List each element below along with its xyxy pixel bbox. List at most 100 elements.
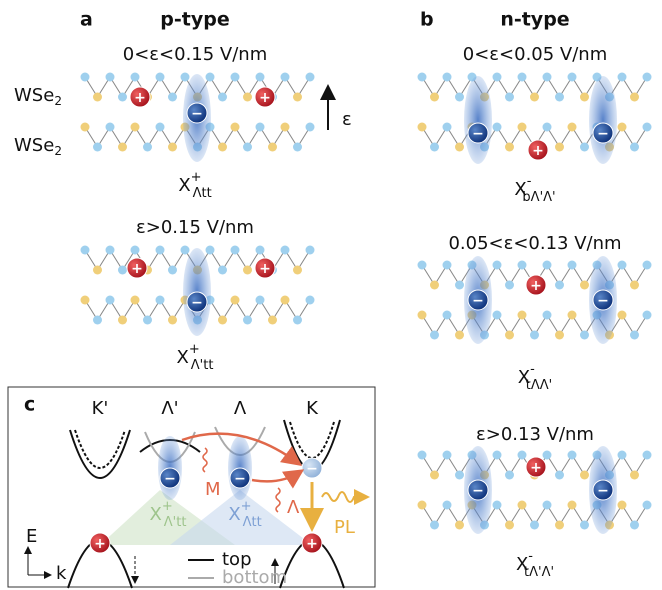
atom — [206, 246, 215, 255]
legend-label: bottom — [222, 567, 287, 588]
atom — [493, 451, 502, 460]
atom — [181, 73, 190, 82]
panel-letter: b — [420, 9, 434, 31]
electron-sign: − — [597, 126, 609, 142]
atom — [93, 266, 102, 275]
atom — [443, 261, 452, 270]
label-sup: - — [527, 174, 532, 189]
label-base: X — [228, 504, 240, 525]
atom — [218, 143, 227, 152]
atom — [131, 296, 140, 305]
hole-sign: + — [532, 143, 544, 159]
atom — [555, 93, 564, 102]
layer-label-sub: 2 — [54, 144, 62, 158]
atom — [81, 296, 90, 305]
electron-sign: − — [164, 471, 176, 487]
atom — [443, 73, 452, 82]
atom — [643, 501, 652, 510]
atom — [281, 73, 290, 82]
layer-label: WSe2 — [14, 85, 62, 108]
atom — [580, 143, 589, 152]
atom — [568, 73, 577, 82]
atom — [256, 123, 265, 132]
atom — [543, 451, 552, 460]
hole-sign: + — [306, 536, 318, 552]
atom — [580, 521, 589, 530]
label-sup: + — [241, 499, 252, 514]
atom — [231, 296, 240, 305]
atom — [518, 123, 527, 132]
atom — [156, 73, 165, 82]
atom — [418, 123, 427, 132]
atom — [143, 316, 152, 325]
atom — [281, 296, 290, 305]
atom — [493, 261, 502, 270]
atom — [568, 123, 577, 132]
atom — [218, 316, 227, 325]
condition: ε>0.15 V/nm — [136, 217, 254, 238]
atom — [168, 93, 177, 102]
atom — [555, 281, 564, 290]
atom — [206, 73, 215, 82]
exciton-label: X-tΛΛ' — [518, 362, 553, 393]
hole-sign: + — [530, 278, 542, 294]
atom — [293, 143, 302, 152]
condition: ε>0.13 V/nm — [476, 424, 594, 445]
atom — [518, 501, 527, 510]
label-sup: + — [162, 499, 173, 514]
condition: 0<ε<0.15 V/nm — [123, 44, 267, 65]
exciton-label: X-bΛ'Λ' — [514, 174, 555, 205]
atom — [568, 311, 577, 320]
label-sub: Λtt — [243, 515, 262, 530]
atom — [418, 261, 427, 270]
atom — [580, 331, 589, 340]
hole-sign: + — [134, 90, 146, 106]
hole-sign: + — [94, 536, 106, 552]
atom — [543, 501, 552, 510]
atom — [306, 73, 315, 82]
field-label: ε — [342, 109, 352, 130]
hole-sign: + — [259, 261, 271, 277]
valley-label: Λ' — [161, 398, 178, 419]
atom — [443, 311, 452, 320]
atom — [218, 266, 227, 275]
atom — [530, 331, 539, 340]
axis-label: k — [56, 563, 67, 584]
atom — [443, 451, 452, 460]
axis-label: E — [26, 526, 37, 547]
atom — [93, 93, 102, 102]
atom — [268, 316, 277, 325]
atom — [218, 93, 227, 102]
atom — [106, 73, 115, 82]
atom — [455, 331, 464, 340]
exciton-label: X-tΛ'Λ' — [516, 549, 554, 580]
atom — [156, 296, 165, 305]
hole-sign: + — [259, 90, 271, 106]
atom — [555, 471, 564, 480]
atom — [256, 73, 265, 82]
atom — [518, 311, 527, 320]
atom — [580, 93, 589, 102]
atom — [643, 73, 652, 82]
atom — [618, 261, 627, 270]
atom — [281, 246, 290, 255]
atom — [231, 73, 240, 82]
atom — [418, 451, 427, 460]
atom — [455, 521, 464, 530]
atom — [430, 281, 439, 290]
atom — [630, 281, 639, 290]
condition: 0<ε<0.05 V/nm — [463, 44, 607, 65]
label-sub: tΛΛ' — [526, 378, 552, 393]
atom — [118, 316, 127, 325]
atom — [505, 143, 514, 152]
atom — [430, 143, 439, 152]
panel-title: n-type — [500, 9, 569, 31]
figure: −++X+Λtt−++X+Λ'tt−−+X-bΛ'Λ'−−+X-tΛΛ'−−+X… — [0, 0, 662, 590]
label-base: X — [178, 175, 190, 196]
atom — [306, 296, 315, 305]
label-sup: + — [191, 170, 202, 185]
atom — [418, 73, 427, 82]
atom — [243, 93, 252, 102]
atom — [568, 451, 577, 460]
electron-sign: − — [472, 293, 484, 309]
